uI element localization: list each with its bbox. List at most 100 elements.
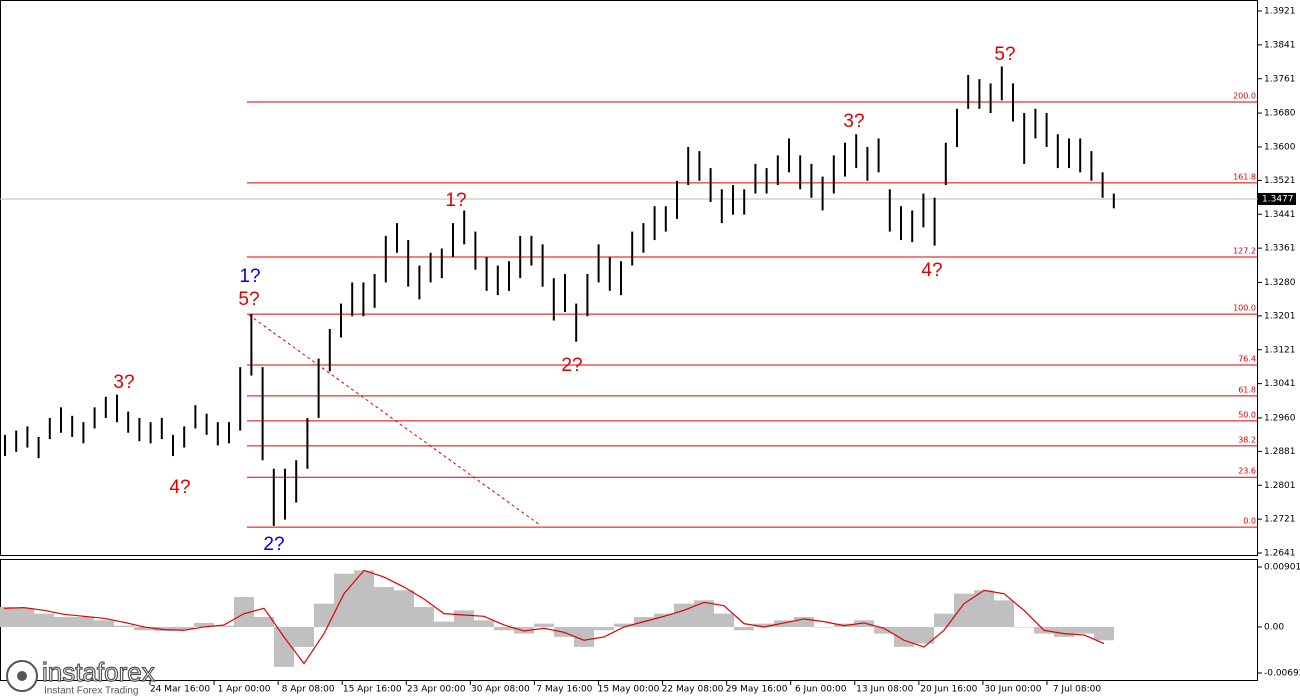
macd-bar <box>894 626 914 647</box>
current-price-label: 1.3477 <box>1262 195 1294 205</box>
macd-bar <box>1074 626 1094 634</box>
macd-y-tick-label: 0.00901 <box>1264 563 1300 573</box>
macd-bar <box>654 613 674 627</box>
macd-bar <box>1094 626 1114 641</box>
macd-bar <box>714 613 734 627</box>
macd-bar <box>454 610 474 627</box>
y-tick-label: 1.2960 <box>1264 413 1296 423</box>
macd-bar <box>514 626 534 634</box>
macd-bar <box>1014 626 1034 628</box>
y-tick-label: 1.3361 <box>1264 244 1296 254</box>
x-tick-label: 30 Apr 08:00 <box>471 685 530 695</box>
fib-label: 23.6 <box>1238 467 1256 476</box>
wave-label: 2? <box>263 534 284 555</box>
y-tick-label: 1.3121 <box>1264 345 1296 355</box>
macd-bar <box>754 623 774 627</box>
trend-line <box>248 314 541 526</box>
y-tick-label: 1.3680 <box>1264 109 1296 119</box>
macd-bar <box>94 620 114 627</box>
fib-label: 50.0 <box>1238 410 1256 419</box>
y-tick-label: 1.3600 <box>1264 142 1296 152</box>
x-tick-label: 29 May 16:00 <box>726 685 788 695</box>
macd-bar <box>774 620 794 627</box>
macd-bar <box>974 590 994 627</box>
wave-label: 3? <box>843 111 864 132</box>
fib-label: 100.0 <box>1233 304 1256 313</box>
logo-name: instaforex <box>42 657 155 687</box>
y-tick-label: 1.3441 <box>1264 210 1296 220</box>
x-tick-label: 22 May 08:00 <box>662 685 724 695</box>
y-tick-label: 1.3921 <box>1264 7 1296 17</box>
macd-bar <box>914 626 934 644</box>
macd-panel <box>0 559 1258 681</box>
macd-bar <box>354 570 374 627</box>
current-price-box <box>1258 193 1296 206</box>
macd-bar <box>1054 626 1074 637</box>
y-tick-label: 1.3280 <box>1264 278 1296 288</box>
macd-bar <box>874 626 894 634</box>
fib-label: 161.8 <box>1233 172 1256 181</box>
fib-label: 38.2 <box>1238 435 1256 444</box>
macd-bar <box>114 625 134 627</box>
macd-bar <box>534 623 554 627</box>
logo: instaforex Instant Forex Trading <box>6 656 155 697</box>
fib-label: 0.0 <box>1243 517 1256 526</box>
macd-bar <box>674 603 694 627</box>
macd-bar <box>374 587 394 627</box>
macd-bar <box>734 626 754 631</box>
macd-bar <box>254 616 274 627</box>
macd-bar <box>694 600 714 627</box>
macd-signal <box>3 569 1105 665</box>
x-tick-label: 1 Apr 00:00 <box>218 685 271 695</box>
x-tick-label: 7 Jul 08:00 <box>1053 685 1102 695</box>
macd-bar <box>214 625 234 627</box>
macd-bar <box>994 600 1014 627</box>
macd-bar <box>434 621 454 627</box>
macd-bar <box>34 613 54 627</box>
macd-bar <box>174 626 194 630</box>
wave-label: 5? <box>238 289 259 310</box>
wave-label: 4? <box>921 260 942 281</box>
macd-bar <box>614 623 634 627</box>
logo-tagline: Instant Forex Trading <box>44 686 139 697</box>
macd-bar <box>574 626 594 647</box>
macd-bar <box>334 573 354 627</box>
macd-bar <box>314 603 334 627</box>
macd-bar <box>474 620 494 627</box>
macd-bar <box>134 626 154 631</box>
macd-bar <box>14 608 34 627</box>
y-tick-label: 1.3521 <box>1264 176 1296 186</box>
wave-label: 3? <box>113 372 134 393</box>
macd-bar <box>794 616 814 627</box>
x-tick-label: 6 Jun 00:00 <box>795 685 847 695</box>
wave-label: 5? <box>994 44 1015 65</box>
macd-bar <box>54 616 74 627</box>
macd-bar <box>294 626 314 647</box>
macd-bar <box>854 620 874 627</box>
x-tick-label: 20 Jun 16:00 <box>920 685 977 695</box>
fib-label: 61.8 <box>1238 385 1256 394</box>
wave-label: 1? <box>239 266 260 287</box>
x-tick-label: 13 Jun 08:00 <box>856 685 913 695</box>
logo-icon-core <box>17 671 27 681</box>
wave-label: 1? <box>445 190 466 211</box>
wave-label: 2? <box>561 355 582 376</box>
macd-bar <box>74 616 94 627</box>
macd-bar <box>274 626 294 667</box>
macd-bar <box>234 597 254 627</box>
y-tick-label: 1.2801 <box>1264 481 1296 491</box>
macd-bar <box>594 626 614 631</box>
y-tick-label: 1.2721 <box>1264 515 1296 525</box>
fib-label: 76.4 <box>1238 354 1256 363</box>
x-tick-label: 30 Jun 00:00 <box>984 685 1041 695</box>
main-panel <box>0 0 1258 556</box>
x-tick-label: 24 Mar 16:00 <box>150 685 210 695</box>
macd-bar <box>394 590 414 627</box>
x-tick-label: 23 Apr 00:00 <box>407 685 466 695</box>
y-tick-label: 1.3761 <box>1264 74 1296 84</box>
macd-y-tick-label: 0.00 <box>1264 622 1284 632</box>
y-tick-label: 1.3201 <box>1264 311 1296 321</box>
macd-bar <box>194 622 214 627</box>
